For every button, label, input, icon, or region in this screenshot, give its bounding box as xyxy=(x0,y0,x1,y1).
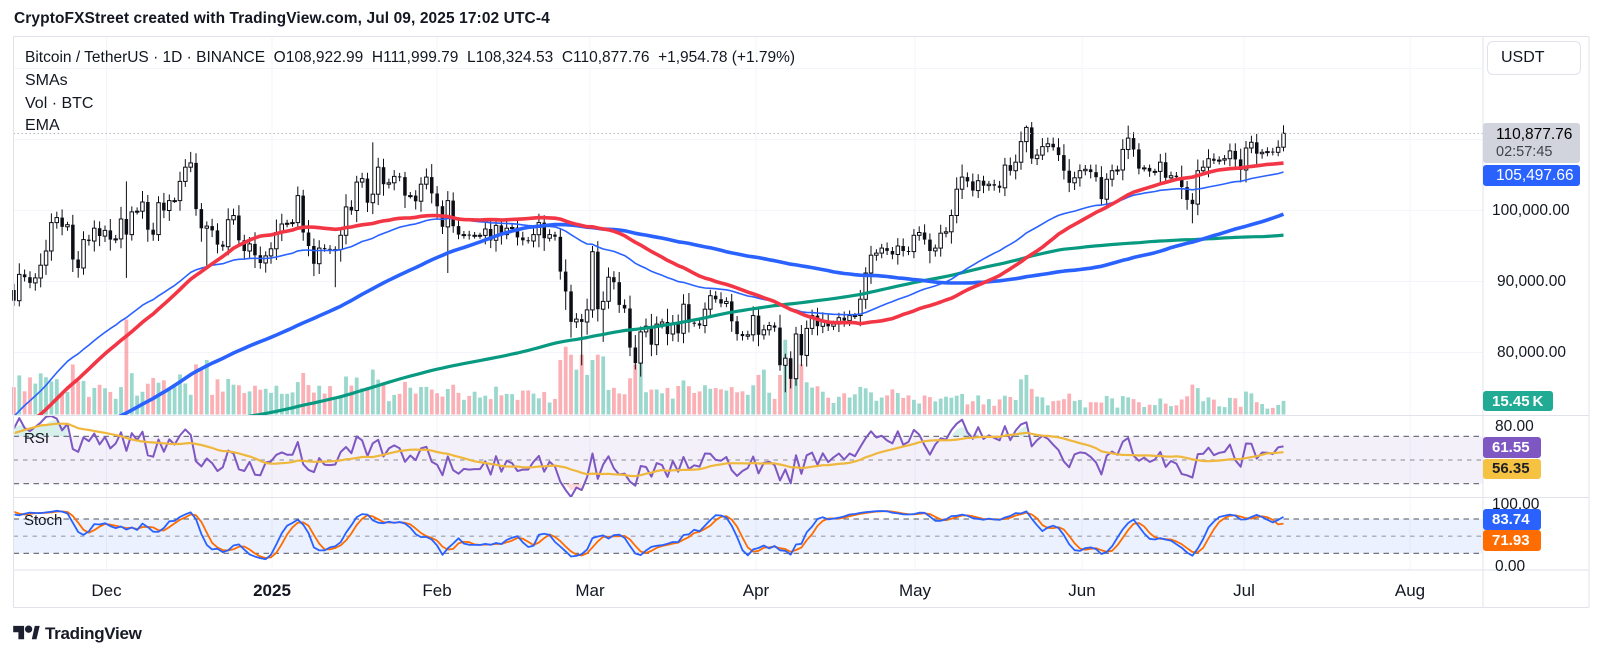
svg-text:TradingView: TradingView xyxy=(45,624,143,643)
